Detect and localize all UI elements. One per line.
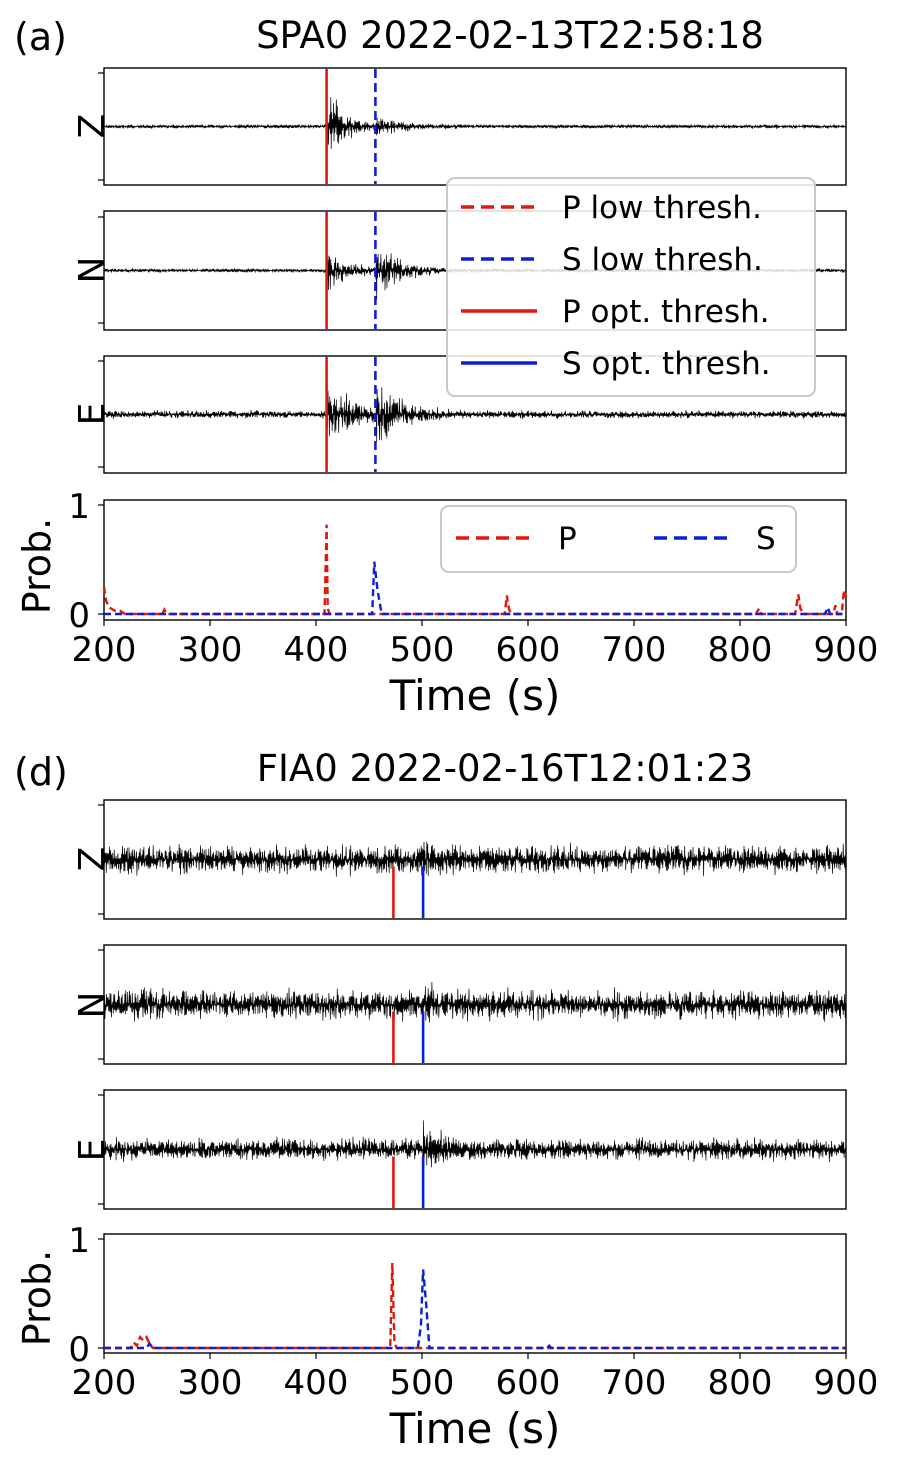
panel-d-prob-axes: 1 0 Prob. 200 300 400 500 600 700 800 900 Time …: [15, 1221, 878, 1453]
legend-s-opt-label: S opt. thresh.: [562, 346, 771, 382]
legend-p-opt-label: P opt. thresh.: [562, 294, 770, 330]
panel-a-letter: (a): [14, 15, 67, 59]
xtick-label-900: 900: [814, 630, 879, 670]
prob-series-p: [102, 524, 848, 616]
panel-a-trace-e: [103, 387, 847, 443]
xtick-label-300: 300: [178, 1363, 243, 1403]
panel-d-ytick-0: 0: [68, 1330, 90, 1370]
panel-d-letter: (d): [14, 750, 68, 794]
legend-p-low-label: P low thresh.: [562, 190, 762, 226]
panel-d-picks-n: [392, 1011, 425, 1063]
panel-d: (d) FIA0 2022-02-16T12:01:23 Z N E: [14, 747, 878, 1453]
prob-legend-s-label: S: [756, 521, 776, 557]
xtick-label-400: 400: [284, 1363, 349, 1403]
panel-a-prob-legend: P S: [440, 505, 797, 573]
panel-a-title: SPA0 2022-02-13T22:58:18: [256, 14, 764, 57]
panel-d-trace-n: [103, 982, 847, 1023]
panel-a-picks-n: [325, 212, 377, 329]
xtick-label-700: 700: [602, 630, 667, 670]
panel-d-trace-z: [103, 841, 847, 877]
xtick-label-500: 500: [390, 1363, 455, 1403]
panel-a-channel-n-label: N: [72, 257, 113, 284]
panel-d-ytick-1: 1: [68, 1221, 90, 1261]
prob-series-s: [104, 1269, 846, 1350]
xtick-label-800: 800: [708, 1363, 773, 1403]
xtick-label-800: 800: [708, 630, 773, 670]
xtick-label-200: 200: [72, 1363, 137, 1403]
prob-series-p: [104, 1262, 846, 1350]
panel-a-xlabel: Time (s): [389, 671, 561, 720]
xtick-label-600: 600: [496, 630, 561, 670]
xtick-label-700: 700: [602, 1363, 667, 1403]
panel-d-channel-n-label: N: [72, 992, 113, 1019]
panel-d-trace-e: [103, 1120, 847, 1172]
waveform-e: [103, 1120, 847, 1172]
legend-s-low-label: S low thresh.: [562, 242, 763, 278]
xtick-label-200: 200: [72, 630, 137, 670]
panel-d-prob-ylabel: Prob.: [15, 1250, 59, 1346]
xtick-label-400: 400: [284, 630, 349, 670]
prob-legend-p-label: P: [558, 521, 577, 557]
panel-a-prob-series: [102, 524, 848, 616]
panel-a-channel-z-label: Z: [72, 114, 113, 139]
panel-a-xticks: 200 300 400 500 600 700 800 900: [72, 620, 879, 670]
panel-d-trace-n-axes: N: [72, 944, 847, 1065]
panel-d-picks-z: [392, 866, 425, 918]
panel-a-ytick-0: 0: [68, 596, 90, 636]
waveform-z: [103, 97, 847, 165]
xtick-label-600: 600: [496, 1363, 561, 1403]
panel-d-channel-e-label: E: [72, 1139, 113, 1162]
xtick-label-900: 900: [814, 1363, 879, 1403]
xtick-label-500: 500: [390, 630, 455, 670]
panel-a-picks-z: [325, 69, 377, 184]
waveform-z: [103, 841, 847, 877]
panel-a-trace-z: [103, 97, 847, 165]
panel-a-trace-e-axes: E: [72, 355, 847, 474]
panel-d-trace-e-axes: E: [72, 1089, 847, 1210]
panel-d-xticks: 200 300 400 500 600 700 800 900: [72, 1353, 879, 1403]
panel-d-prob-series: [104, 1262, 846, 1350]
panel-a-prob-ylabel: Prob.: [15, 518, 59, 614]
prob-series-s: [104, 561, 846, 616]
panel-d-xlabel: Time (s): [389, 1404, 561, 1453]
waveform-e: [103, 387, 847, 443]
panel-a-trace-legend: P low thresh. S low thresh. P opt. thres…: [446, 177, 816, 397]
panel-d-picks-e: [392, 1156, 425, 1208]
waveform-n: [103, 982, 847, 1023]
xtick-label-300: 300: [178, 630, 243, 670]
panel-a-picks-e: [325, 357, 377, 472]
panel-d-trace-z-axes: Z: [72, 799, 847, 920]
panel-a-channel-e-label: E: [72, 403, 113, 426]
panel-d-channel-z-label: Z: [72, 847, 113, 872]
panel-a: (a) SPA0 2022-02-13T22:58:18 Z N E: [14, 14, 878, 720]
panel-a-prob-axes: 1 0 Prob. 200 300 400 500 600 700 800 900 Time …: [15, 487, 878, 720]
panel-d-title: FIA0 2022-02-16T12:01:23: [257, 747, 754, 790]
panel-a-ytick-1: 1: [68, 487, 90, 527]
